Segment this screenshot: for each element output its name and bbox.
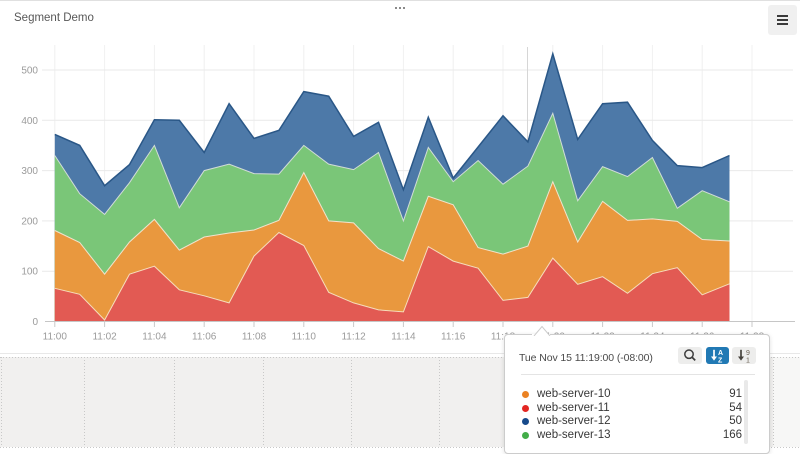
svg-text:0: 0 (32, 317, 38, 328)
svg-text:11:02: 11:02 (92, 332, 117, 343)
svg-text:200: 200 (21, 216, 38, 227)
svg-text:A: A (718, 350, 723, 357)
svg-text:100: 100 (21, 267, 38, 278)
svg-text:Z: Z (718, 358, 723, 364)
svg-text:11:08: 11:08 (242, 332, 267, 343)
svg-text:11:06: 11:06 (192, 332, 217, 343)
svg-text:500: 500 (21, 66, 38, 77)
svg-text:400: 400 (21, 116, 38, 127)
svg-text:300: 300 (21, 166, 38, 177)
svg-text:11:10: 11:10 (292, 332, 317, 343)
svg-text:11:12: 11:12 (341, 332, 366, 343)
svg-text:11:16: 11:16 (441, 332, 466, 343)
svg-text:11:04: 11:04 (142, 332, 167, 343)
svg-text:11:14: 11:14 (391, 332, 416, 343)
svg-text:9: 9 (746, 350, 750, 357)
svg-text:11:00: 11:00 (43, 332, 68, 343)
svg-text:1: 1 (746, 358, 750, 364)
svg-text:11:18: 11:18 (491, 332, 516, 343)
